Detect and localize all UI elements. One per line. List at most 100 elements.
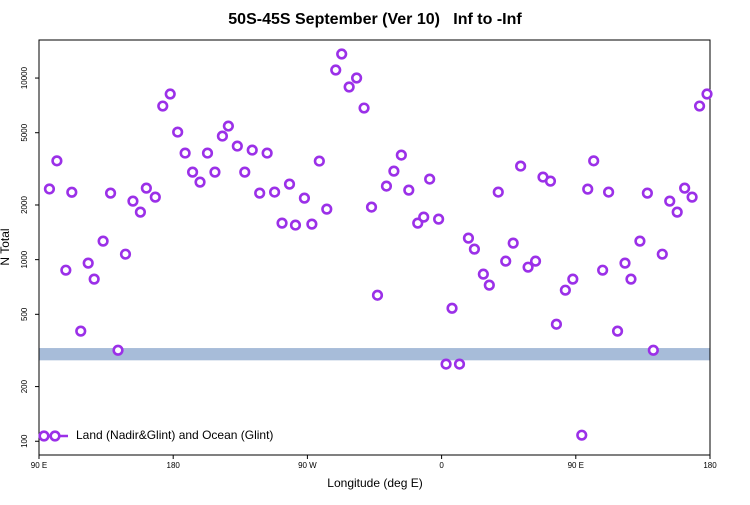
- point: [529, 255, 542, 267]
- y-tick-label: 5000: [20, 123, 29, 141]
- point: [66, 186, 78, 198]
- point: [611, 325, 624, 337]
- point: [483, 279, 495, 291]
- point: [664, 195, 676, 207]
- point: [380, 180, 393, 192]
- point: [268, 186, 281, 198]
- point: [313, 155, 325, 167]
- point: [276, 217, 288, 229]
- point: [351, 72, 363, 84]
- y-tick-label: 2000: [20, 196, 29, 214]
- point: [597, 264, 609, 276]
- point: [582, 183, 594, 195]
- point: [149, 191, 161, 203]
- point: [440, 358, 452, 370]
- point: [576, 429, 588, 441]
- point: [289, 219, 302, 231]
- point: [186, 166, 199, 178]
- point: [492, 186, 504, 198]
- point: [693, 100, 706, 112]
- point: [686, 191, 698, 203]
- x-tick-label: 90 E: [31, 461, 47, 470]
- point: [403, 184, 415, 196]
- point: [179, 147, 191, 159]
- point: [544, 175, 557, 187]
- point: [559, 284, 571, 296]
- point: [127, 195, 139, 207]
- point: [462, 232, 475, 244]
- point: [134, 206, 146, 218]
- x-tick-label: 90 W: [298, 461, 317, 470]
- y-tick-label: 1000: [20, 250, 29, 268]
- point: [112, 344, 124, 356]
- point: [365, 201, 378, 213]
- point: [619, 257, 631, 269]
- point: [261, 147, 273, 159]
- point: [82, 257, 94, 269]
- point: [477, 268, 489, 280]
- point: [522, 261, 534, 273]
- point: [209, 166, 221, 178]
- point: [468, 243, 481, 255]
- x-tick-label: 90 E: [568, 461, 584, 470]
- point: [330, 64, 342, 76]
- point: [306, 218, 318, 230]
- y-axis-title: N Total: [0, 228, 12, 265]
- point: [194, 176, 206, 188]
- point: [603, 186, 615, 198]
- point: [679, 182, 691, 194]
- y-tick-label: 200: [20, 379, 29, 393]
- point: [371, 289, 384, 301]
- point: [641, 187, 653, 199]
- point: [140, 182, 152, 194]
- y-tick-label: 100: [20, 434, 29, 448]
- point: [239, 166, 251, 178]
- legend-marker: [49, 430, 61, 442]
- point: [231, 140, 243, 152]
- point: [395, 149, 407, 161]
- point: [453, 358, 466, 370]
- band: [39, 348, 710, 361]
- point: [424, 173, 436, 185]
- point: [625, 273, 637, 285]
- point: [358, 102, 370, 114]
- point: [298, 192, 311, 204]
- x-tick-label: 0: [439, 461, 444, 470]
- chart-title: 50S-45S September (Ver 10) Inf to -Inf: [228, 11, 522, 28]
- y-tick-label: 500: [20, 307, 29, 321]
- point: [507, 237, 519, 249]
- point: [172, 126, 184, 138]
- point: [321, 203, 333, 215]
- point: [388, 165, 400, 177]
- point: [515, 160, 527, 172]
- y-tick-label: 10000: [20, 66, 29, 89]
- x-axis-title: Longitude (deg E): [327, 476, 422, 490]
- point: [588, 155, 600, 167]
- legend-marker: [38, 430, 50, 442]
- point: [88, 273, 100, 285]
- point: [671, 206, 683, 218]
- point: [43, 183, 56, 195]
- point: [433, 213, 445, 225]
- point: [216, 130, 229, 142]
- point: [75, 325, 87, 337]
- x-tick-label: 180: [703, 461, 717, 470]
- point: [418, 211, 430, 223]
- point: [336, 48, 348, 60]
- point: [283, 178, 296, 190]
- point: [500, 255, 512, 267]
- point: [647, 344, 659, 356]
- point: [656, 248, 668, 260]
- plot-frame: [38, 39, 711, 456]
- point: [51, 155, 63, 167]
- point: [119, 248, 132, 260]
- point: [201, 147, 214, 159]
- point: [550, 318, 563, 330]
- point: [104, 187, 117, 199]
- point: [343, 81, 355, 93]
- point: [254, 187, 266, 199]
- point: [446, 302, 458, 314]
- point: [164, 88, 176, 100]
- point: [246, 144, 258, 156]
